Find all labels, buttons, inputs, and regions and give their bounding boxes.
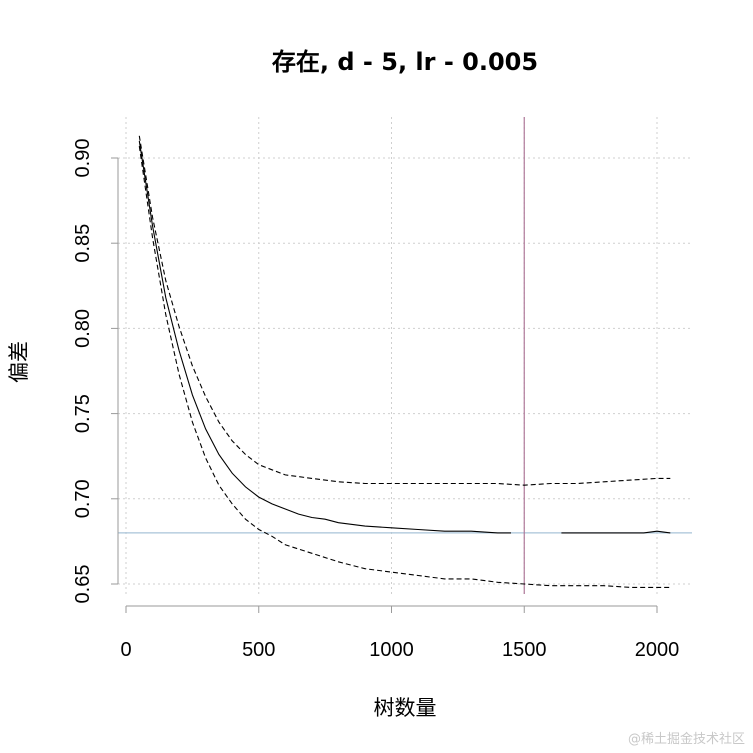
x-tick-label: 500 (242, 639, 275, 661)
x-tick-label: 2000 (635, 639, 680, 661)
y-tick-label: 0.85 (72, 224, 94, 263)
y-tick-label: 0.80 (72, 309, 94, 348)
x-axis-label: 树数量 (374, 696, 437, 720)
solid-series-line-1 (561, 530, 671, 534)
grid (118, 117, 692, 594)
dashed-series-line-2 (138, 135, 671, 486)
x-tick-label: 0 (120, 639, 131, 661)
y-tick-label: 0.65 (72, 565, 94, 604)
y-tick-label: 0.90 (72, 139, 94, 178)
axes: 0 500 1000 1500 2000 0.65 0.70 0.75 0.80 0.85 0.90 (72, 139, 679, 661)
x-tick-label: 1500 (502, 639, 547, 661)
x-tick-label: 1000 (369, 639, 414, 661)
y-axis-label: 偏差 (7, 341, 31, 383)
y-tick-label: 0.75 (72, 394, 94, 433)
y-tick-label: 0.70 (72, 479, 94, 518)
chart-title: 存在, d - 5, lr - 0.005 (272, 48, 538, 76)
watermark: @稀土掘金技术社区 (627, 732, 745, 747)
reference-lines (118, 117, 692, 594)
dashed-series-line-3 (138, 146, 671, 588)
series-group (138, 135, 671, 588)
solid-series-line-0 (138, 140, 511, 534)
